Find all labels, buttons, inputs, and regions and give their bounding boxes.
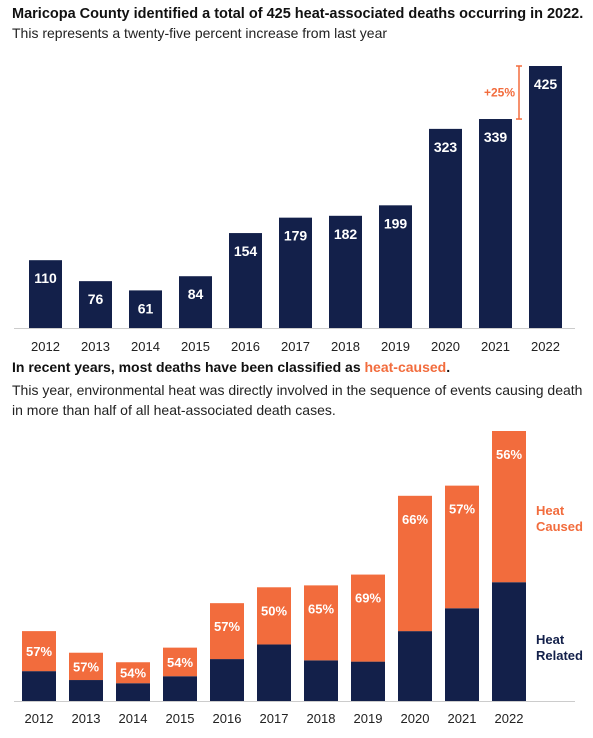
chart1-tick-label: 2018 xyxy=(331,339,360,354)
chart1-increase-bracket xyxy=(516,65,522,120)
chart1-value-label: 154 xyxy=(234,243,258,259)
chart1-tick-label: 2016 xyxy=(231,339,260,354)
chart2-bar-heat-related xyxy=(304,660,338,701)
chart1-tick-label: 2021 xyxy=(481,339,510,354)
chart1-value-label: 110 xyxy=(34,270,57,286)
chart1-tick-label: 2013 xyxy=(81,339,110,354)
chart1-tick-label: 2019 xyxy=(381,339,410,354)
chart2-percent-label: 57% xyxy=(73,659,99,674)
chart2-tick-label: 2018 xyxy=(307,711,336,726)
chart2-percent-label: 65% xyxy=(308,601,334,616)
chart2-bar-heat-related xyxy=(163,676,197,701)
chart1-tick-label: 2014 xyxy=(131,339,160,354)
chart2-tick-label: 2017 xyxy=(260,711,289,726)
chart2-subtitle: This year, environmental heat was direct… xyxy=(12,382,583,418)
chart2-title-highlight: heat-caused xyxy=(364,359,447,375)
chart2-bar-heat-related xyxy=(398,631,432,701)
chart2-bar-heat-related xyxy=(351,661,385,701)
chart2-bar-heat-caused xyxy=(257,587,291,645)
chart2-title-prefix: In recent years, most deaths have been c… xyxy=(12,359,365,375)
chart2-tick-label: 2016 xyxy=(213,711,242,726)
chart2-bar-heat-caused xyxy=(304,585,338,661)
chart2-percent-label: 50% xyxy=(261,603,287,618)
chart2-percent-label: 69% xyxy=(355,591,381,606)
chart1-bar xyxy=(479,119,512,328)
chart2-bar-heat-related xyxy=(210,659,244,701)
chart2-legend-heat-caused: Heat Caused xyxy=(536,503,583,534)
chart2-bar-heat-caused xyxy=(163,647,197,677)
chart1-bar-chart: 110 2012 76 2013 61 2014 84 2015 154 2016 179 2017 1… xyxy=(14,65,575,354)
chart2-percent-label: 54% xyxy=(120,666,146,681)
chart2-bar-heat-related xyxy=(257,644,291,701)
chart1-value-label: 182 xyxy=(334,226,358,242)
chart1-tick-label: 2022 xyxy=(531,339,560,354)
chart2-tick-label: 2021 xyxy=(448,711,477,726)
chart2-percent-label: 57% xyxy=(26,644,52,659)
chart2-bar-heat-related xyxy=(445,608,479,701)
chart1-bar xyxy=(329,215,362,328)
chart2-bar-heat-caused xyxy=(492,431,526,583)
chart2-bar-heat-related xyxy=(116,683,150,701)
chart2-tick-label: 2015 xyxy=(166,711,195,726)
chart2-bar-heat-caused xyxy=(351,574,385,662)
chart2-percent-label: 57% xyxy=(214,619,240,634)
chart1-value-label: 339 xyxy=(484,129,508,145)
chart2-percent-label: 66% xyxy=(402,512,428,527)
chart1-tick-label: 2012 xyxy=(31,339,60,354)
chart1-tick-label: 2017 xyxy=(281,339,310,354)
chart1-bar xyxy=(229,233,262,328)
chart1-value-label: 425 xyxy=(534,76,558,92)
chart1-bar xyxy=(79,281,112,328)
chart1-value-label: 61 xyxy=(138,300,154,316)
chart1-bar xyxy=(429,128,462,328)
chart2-bar-heat-caused xyxy=(398,495,432,632)
chart2-tick-label: 2014 xyxy=(119,711,148,726)
chart1-tick-label: 2015 xyxy=(181,339,210,354)
chart1-value-label: 84 xyxy=(188,286,204,302)
chart2-percent-label: 54% xyxy=(167,655,193,670)
chart2-bar-heat-caused xyxy=(116,662,150,684)
chart2-bar-heat-caused xyxy=(69,652,103,681)
chart2-bar-heat-related xyxy=(69,680,103,701)
chart1-bar xyxy=(379,205,412,328)
chart1-title: Maricopa County identified a total of 42… xyxy=(12,6,584,22)
chart2-percent-label: 57% xyxy=(449,502,475,517)
chart1-value-label: 323 xyxy=(434,139,458,155)
chart1-bar xyxy=(129,290,162,328)
chart2-tick-label: 2020 xyxy=(401,711,430,726)
chart2-bar-heat-caused xyxy=(22,631,56,672)
chart2-bar-heat-caused xyxy=(210,603,244,660)
chart2-bar-heat-caused xyxy=(445,485,479,609)
chart1-bar xyxy=(179,276,212,328)
chart2-bar-heat-related xyxy=(22,671,56,701)
chart1-increase-label: +25% xyxy=(484,86,515,100)
chart1-bar xyxy=(279,217,312,328)
chart2-tick-label: 2019 xyxy=(354,711,383,726)
chart1-value-label: 199 xyxy=(384,215,408,231)
chart2-legend-heat-related: Heat Related xyxy=(536,632,583,663)
chart1-bar xyxy=(29,260,62,328)
chart1-bar xyxy=(529,66,562,328)
chart1-tick-label: 2020 xyxy=(431,339,460,354)
chart1-subtitle: This represents a twenty-five percent in… xyxy=(12,25,388,41)
chart2-tick-label: 2013 xyxy=(72,711,101,726)
chart1-value-label: 76 xyxy=(88,291,104,307)
chart2-tick-label: 2012 xyxy=(25,711,54,726)
chart2-tick-label: 2022 xyxy=(495,711,524,726)
chart1-value-label: 179 xyxy=(284,228,308,244)
chart2-bar-heat-related xyxy=(492,582,526,701)
chart2-percent-label: 56% xyxy=(496,447,522,462)
chart2-title-suffix: . xyxy=(446,359,451,375)
chart2-title: In recent years, most deaths have been c… xyxy=(12,359,450,375)
